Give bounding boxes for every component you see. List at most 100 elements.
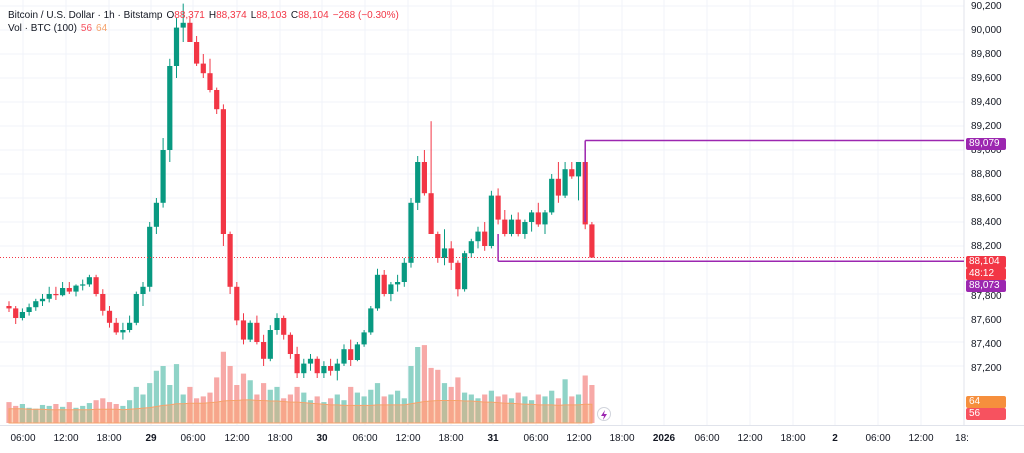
change-value: −268 (−0.30%)	[332, 10, 399, 21]
low-label: L	[250, 10, 257, 21]
volume-ma-badge: 64	[966, 396, 1006, 408]
low-value: 88,103	[256, 10, 287, 21]
volume-bar	[73, 407, 79, 423]
time-tick: 06:00	[865, 433, 891, 444]
volume-bar	[522, 396, 528, 423]
candle-body	[281, 318, 287, 335]
volume-bar	[575, 394, 582, 423]
price-tick: 89,800	[971, 49, 1002, 60]
candle-body	[153, 202, 159, 227]
time-axis[interactable]: 06:00 12:00 18:00 29 06:00 12:00 18:00 3…	[0, 425, 1024, 453]
candle-body	[73, 285, 79, 292]
candle-body	[120, 330, 126, 333]
volume-bar	[147, 383, 153, 423]
volume-row: Vol · BTC (100) 56 64	[8, 22, 399, 35]
candle-body	[6, 306, 12, 309]
volume-bar	[127, 400, 133, 423]
candle-body	[234, 286, 240, 321]
candle-body	[53, 294, 59, 296]
volume-bar	[415, 347, 421, 423]
volume-bar	[502, 394, 508, 423]
candle-body	[562, 169, 568, 196]
time-tick: 2026	[652, 433, 676, 444]
candle-body	[26, 307, 32, 312]
volume-bar	[388, 394, 394, 423]
volume-bar	[26, 407, 32, 423]
volume-label[interactable]: Vol · BTC (100)	[8, 23, 77, 34]
volume-bar	[167, 385, 173, 423]
time-tick: 29	[145, 433, 157, 444]
time-tick: 18:	[955, 433, 969, 444]
volume-bar	[194, 398, 200, 423]
candle-body	[508, 219, 515, 234]
volume-value: 56	[80, 23, 93, 34]
candle-body	[13, 308, 19, 318]
candle-body	[294, 354, 300, 374]
price-axis[interactable]: 90,200 90,000 89,800 89,600 89,400 89,20…	[964, 0, 1024, 425]
candle-body	[569, 169, 575, 177]
candle-body	[220, 109, 226, 234]
candle-body	[435, 234, 441, 258]
symbol-title[interactable]: Bitcoin / U.S. Dollar · 1h · Bitstamp	[8, 10, 163, 21]
volume-bar	[227, 366, 233, 423]
volume-bar	[46, 405, 52, 423]
time-tick: 18:00	[780, 433, 806, 444]
candle-body	[147, 226, 153, 287]
candle-body	[428, 193, 434, 234]
candle-body	[287, 334, 293, 354]
volume-bar	[19, 404, 25, 423]
price-tick: 90,000	[971, 25, 1002, 36]
volume-bar	[39, 404, 46, 423]
volume-bar	[468, 394, 474, 423]
price-tick: 87,600	[971, 315, 1002, 326]
volume-bar	[368, 389, 374, 423]
price-tick: 88,800	[971, 169, 1002, 180]
volume-bar	[274, 386, 280, 423]
time-tick: 06:00	[523, 433, 549, 444]
volume-bar	[508, 398, 515, 423]
candle-body	[515, 219, 521, 234]
candle-body	[408, 202, 414, 263]
candle-body	[314, 358, 320, 374]
candle-body	[113, 322, 119, 333]
candle-body	[33, 301, 39, 308]
volume-bar	[234, 385, 240, 423]
volume-bar	[535, 394, 541, 423]
candle-body	[354, 344, 360, 360]
alert-price-badge[interactable]: 89,079	[966, 138, 1006, 150]
volume-bar	[80, 405, 86, 423]
drawing-lines[interactable]	[0, 139, 964, 262]
volume-bar	[408, 366, 414, 423]
volume-bar	[66, 402, 72, 423]
volume-bar	[488, 390, 494, 423]
volume-bar	[354, 392, 360, 423]
volume-bar	[53, 404, 59, 423]
price-tick: 87,200	[971, 363, 1002, 374]
candle-body	[240, 320, 247, 340]
candle-body	[100, 294, 106, 311]
line-price-badge[interactable]: 88,073	[966, 280, 1006, 292]
logo-icon[interactable]	[597, 407, 611, 421]
volume-bar	[140, 394, 146, 423]
time-tick: 12:00	[737, 433, 763, 444]
candle-body	[495, 195, 501, 220]
volume-bar	[462, 392, 468, 423]
candle-body	[455, 262, 461, 290]
volume-ma-area	[8, 399, 593, 424]
volume-bar	[555, 398, 561, 423]
price-tick: 89,200	[971, 121, 1002, 132]
volume-bar	[582, 375, 588, 423]
candle-body	[388, 284, 394, 294]
candle-body	[488, 195, 494, 246]
time-tick: 06:00	[694, 433, 720, 444]
candle-body	[468, 241, 474, 254]
volume-bar	[220, 351, 226, 423]
volume-bar	[173, 364, 180, 423]
price-tick: 88,400	[971, 217, 1002, 228]
candle-body	[441, 248, 448, 258]
volume-bar	[495, 396, 501, 423]
volume-bar	[33, 408, 39, 423]
